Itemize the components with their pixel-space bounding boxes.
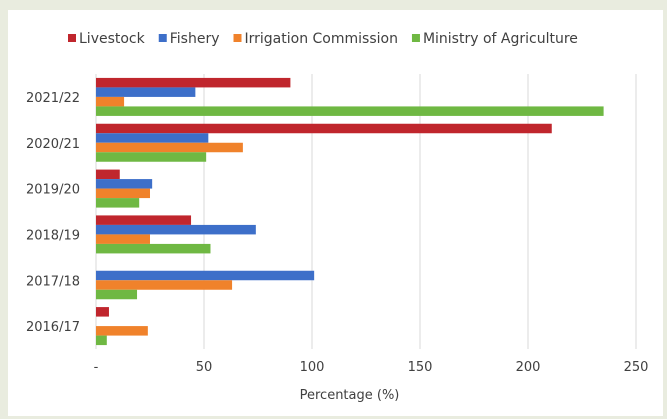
bar-ministry-of-agriculture-2018-19 [96,243,211,254]
bar-irrigation-commission-2017-18 [96,280,233,290]
x-tick-label: 250 [624,360,649,375]
legend-label: Fishery [170,31,220,47]
bar-ministry-of-agriculture-2020-21 [96,152,207,162]
x-tick-label: - [94,360,99,375]
x-tick-label: 150 [408,360,433,375]
legend-item-ministry-of-agriculture: Ministry of Agriculture [411,31,578,47]
legend-swatch [233,34,242,42]
y-tick-label: 2018/19 [26,228,80,243]
y-tick-label: 2016/17 [26,320,80,335]
bar-livestock-2020-21 [96,123,552,134]
bar-fishery-2020-21 [96,133,209,143]
legend-label: Irrigation Commission [245,31,398,47]
bar-livestock-2019-20 [96,169,120,180]
bar-irrigation-commission-2020-21 [96,142,243,153]
bar-fishery-2021-22 [96,87,196,97]
legend-label: Livestock [79,31,146,47]
legend-item-livestock: Livestock [68,31,146,47]
x-axis: - 50 100 150 200 250 [94,360,649,375]
chart-panel: Livestock Fishery Irrigation Commission Min… [8,10,663,416]
x-tick-label: 200 [516,360,541,375]
bar-ministry-of-agriculture-2016-17 [96,335,107,346]
bar-livestock-2018-19 [96,215,192,225]
bar-livestock-2021-22 [96,77,291,88]
bar-irrigation-commission-2018-19 [96,234,150,244]
bar-irrigation-commission-2021-22 [96,96,125,107]
legend-swatch [411,34,420,42]
bar-ministry-of-agriculture-2017-18 [96,289,138,300]
x-axis-title: Percentage (%) [300,388,400,403]
legend-swatch [158,34,167,42]
bar-fishery-2018-19 [96,224,256,235]
x-tick-label: 50 [196,360,213,375]
bar-livestock-2016-17 [96,307,109,317]
legend: Livestock Fishery Irrigation Commission Min… [68,31,578,47]
legend-item-irrigation-commission: Irrigation Commission [233,31,398,47]
bar-irrigation-commission-2019-20 [96,188,150,199]
bar-fishery-2019-20 [96,179,153,189]
legend-swatch [68,34,76,42]
y-tick-label: 2021/22 [26,91,80,106]
bar-chart: Livestock Fishery Irrigation Commission Min… [26,31,649,403]
y-axis: 2021/22 2020/21 2019/20 2018/19 2017/18 2016/… [26,91,80,335]
bars [96,77,604,346]
bar-ministry-of-agriculture-2019-20 [96,198,140,208]
y-tick-label: 2019/20 [26,183,80,198]
legend-label: Ministry of Agriculture [423,31,578,47]
y-tick-label: 2020/21 [26,137,80,152]
legend-item-fishery: Fishery [158,31,220,47]
y-tick-label: 2017/18 [26,274,80,289]
gridlines [95,74,637,349]
bar-fishery-2017-18 [96,270,315,281]
x-tick-label: 100 [300,360,325,375]
bar-irrigation-commission-2016-17 [96,326,148,336]
bar-ministry-of-agriculture-2021-22 [96,106,604,116]
